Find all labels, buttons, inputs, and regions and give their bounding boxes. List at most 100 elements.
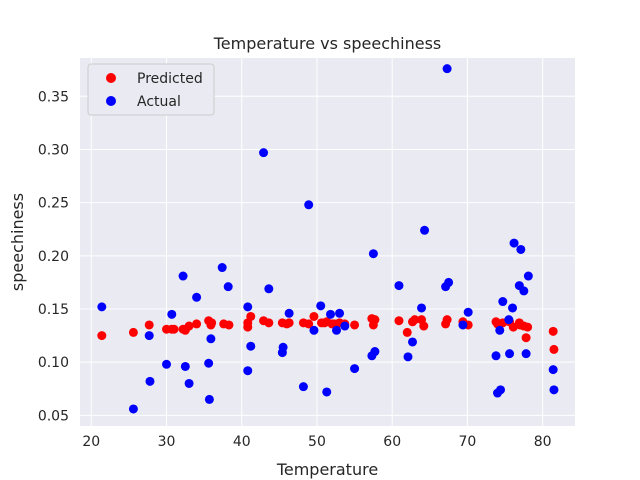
point-predicted [350, 320, 360, 330]
point-predicted [144, 320, 154, 330]
point-predicted [207, 318, 217, 328]
point-predicted [97, 331, 107, 341]
point-actual [417, 303, 427, 313]
point-predicted [370, 315, 380, 325]
point-predicted [548, 326, 558, 336]
point-actual [206, 334, 216, 344]
y-tick-label: 0.35 [38, 89, 69, 105]
point-predicted [394, 316, 404, 326]
point-actual [523, 271, 533, 281]
point-predicted [319, 318, 329, 328]
point-actual [264, 284, 274, 294]
point-actual [350, 364, 360, 374]
point-actual [128, 404, 138, 414]
point-actual [243, 302, 253, 312]
point-actual [403, 352, 413, 362]
point-predicted [549, 344, 559, 354]
legend-box [87, 63, 215, 116]
point-predicted [419, 321, 429, 331]
point-actual [217, 263, 227, 273]
point-actual [304, 200, 314, 210]
point-actual [192, 292, 202, 302]
point-actual [243, 366, 253, 376]
point-actual [491, 351, 501, 361]
point-actual [298, 382, 308, 392]
x-tick-label: 40 [233, 434, 251, 450]
y-tick-label: 0.30 [38, 142, 69, 158]
x-axis-title: Temperature [276, 460, 378, 479]
point-predicted [309, 311, 319, 321]
point-actual [516, 244, 526, 254]
legend-label-predicted: Predicted [137, 71, 203, 87]
x-tick-label: 20 [82, 434, 100, 450]
point-actual [180, 361, 190, 371]
y-tick-label: 0.10 [38, 355, 69, 371]
point-predicted [282, 319, 292, 329]
point-actual [521, 349, 531, 359]
point-predicted [192, 319, 202, 329]
point-actual [463, 307, 473, 317]
point-actual [246, 341, 256, 351]
point-actual [368, 249, 378, 259]
point-predicted [410, 315, 420, 325]
point-predicted [515, 320, 525, 330]
point-actual [504, 315, 514, 325]
x-tick-label: 50 [308, 434, 326, 450]
x-tick-label: 30 [158, 434, 176, 450]
point-actual [496, 385, 506, 395]
point-predicted [327, 319, 337, 329]
point-actual [162, 359, 172, 369]
grid-lines [80, 58, 575, 426]
point-actual [326, 309, 336, 319]
point-actual [444, 277, 454, 287]
point-predicted [523, 322, 533, 332]
point-predicted [128, 327, 138, 337]
y-axis-title: speechiness [8, 193, 27, 291]
point-actual [548, 365, 558, 375]
x-tick-labels: 20 30 40 50 60 70 80 [82, 434, 551, 450]
chart-title: Temperature vs speechiness [213, 34, 442, 53]
point-actual [495, 325, 505, 335]
y-tick-label: 0.20 [38, 249, 69, 265]
x-tick-label: 70 [459, 434, 477, 450]
point-predicted [264, 318, 274, 328]
data-points [97, 64, 559, 414]
legend-marker-actual [106, 96, 116, 106]
point-actual [340, 321, 350, 331]
point-actual [223, 282, 233, 292]
point-actual [458, 320, 468, 330]
point-actual [145, 376, 155, 386]
point-actual [370, 347, 380, 357]
point-actual [97, 302, 107, 312]
point-actual [322, 387, 332, 397]
point-predicted [304, 319, 314, 329]
point-actual [420, 225, 430, 235]
point-actual [408, 337, 418, 347]
point-actual [509, 238, 519, 248]
legend-label-actual: Actual [137, 94, 181, 110]
point-actual [505, 349, 515, 359]
point-predicted [224, 320, 234, 330]
point-actual [284, 308, 294, 318]
point-actual [332, 325, 342, 335]
point-actual [508, 303, 518, 313]
y-tick-labels: 0.05 0.10 0.15 0.20 0.25 0.30 0.35 [38, 89, 69, 424]
point-actual [309, 325, 319, 335]
point-actual [549, 385, 559, 395]
point-actual [394, 281, 404, 291]
point-actual [204, 394, 214, 404]
point-actual [519, 286, 529, 296]
point-actual [442, 64, 452, 74]
point-actual [178, 271, 188, 281]
point-actual [335, 308, 345, 318]
point-predicted [184, 321, 194, 331]
point-predicted [442, 315, 452, 325]
y-tick-label: 0.05 [38, 408, 69, 424]
legend-marker-predicted [106, 73, 116, 83]
point-actual [498, 297, 508, 307]
point-actual [278, 342, 288, 352]
x-tick-label: 80 [534, 434, 552, 450]
y-tick-label: 0.15 [38, 302, 69, 318]
legend: Predicted Actual [87, 63, 215, 116]
point-predicted [402, 327, 412, 337]
